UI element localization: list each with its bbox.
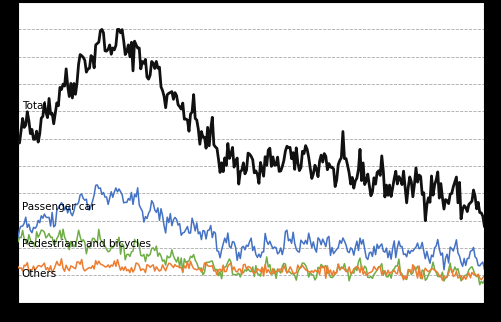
Text: Others: Others [22, 269, 57, 279]
Text: Total: Total [22, 101, 46, 111]
Text: Passenger car: Passenger car [22, 203, 95, 213]
Text: Pedestrians and bicycles: Pedestrians and bicycles [22, 239, 151, 249]
